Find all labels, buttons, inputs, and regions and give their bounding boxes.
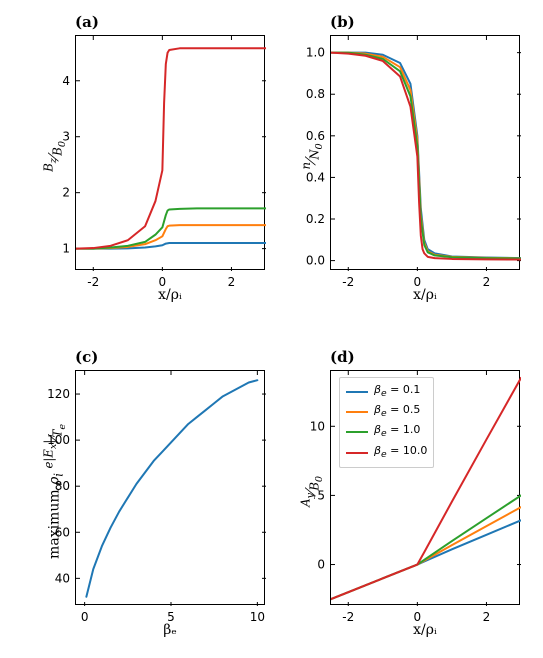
panel-c: (c) 0510406080100120 βₑ maximum ρi e|Ex|… (75, 370, 265, 605)
legend: βe = 0.1βe = 0.5βe = 1.0βe = 10.0 (339, 377, 434, 468)
legend-label: βe = 0.1 (374, 382, 420, 402)
svg-text:0.2: 0.2 (306, 212, 325, 226)
panel-b-plot: -2020.00.20.40.60.81.0 (331, 36, 521, 271)
panel-b-ylabel: n⁄N0 (299, 116, 326, 196)
panel-c-label: (c) (75, 348, 98, 366)
panel-c-xlabel: βₑ (75, 622, 265, 638)
panel-d-xlabel: x/ρᵢ (330, 622, 520, 638)
svg-text:1.0: 1.0 (306, 46, 325, 60)
legend-color-swatch (346, 452, 368, 454)
figure: (a) -2021234 x/ρᵢ Bz⁄B0 (b) -2020.00.20.… (0, 0, 543, 658)
panel-d: (d) -2020510 βe = 0.1βe = 0.5βe = 1.0βe … (330, 370, 520, 605)
svg-text:0.0: 0.0 (306, 254, 325, 268)
svg-text:10: 10 (310, 419, 325, 433)
svg-text:1: 1 (62, 242, 70, 256)
panel-a-xlabel: x/ρᵢ (75, 287, 265, 303)
panel-c-ylabel: maximum ρi e|Ex|⁄Te (42, 391, 69, 591)
panel-b-axes: -2020.00.20.40.60.81.0 (330, 35, 520, 270)
panel-d-axes: -2020510 βe = 0.1βe = 0.5βe = 1.0βe = 10… (330, 370, 520, 605)
panel-a: (a) -2021234 x/ρᵢ Bz⁄B0 (75, 35, 265, 270)
panel-b-label: (b) (330, 13, 355, 31)
panel-a-plot: -2021234 (76, 36, 266, 271)
legend-color-swatch (346, 431, 368, 433)
legend-item: βe = 10.0 (346, 443, 427, 463)
svg-text:0: 0 (317, 558, 325, 572)
panel-a-ylabel: Bz⁄B0 (42, 116, 69, 196)
legend-item: βe = 1.0 (346, 422, 427, 442)
legend-color-swatch (346, 391, 368, 393)
legend-label: βe = 10.0 (374, 443, 427, 463)
svg-text:4: 4 (62, 74, 70, 88)
legend-item: βe = 0.1 (346, 382, 427, 402)
panel-d-ylabel: Ay⁄B0 (299, 451, 326, 531)
panel-b: (b) -2020.00.20.40.60.81.0 x/ρᵢ n⁄N0 (330, 35, 520, 270)
legend-item: βe = 0.5 (346, 402, 427, 422)
panel-c-plot: 0510406080100120 (76, 371, 266, 606)
svg-text:0.8: 0.8 (306, 87, 325, 101)
legend-color-swatch (346, 411, 368, 413)
panel-c-axes: 0510406080100120 (75, 370, 265, 605)
legend-label: βe = 0.5 (374, 402, 420, 422)
panel-b-xlabel: x/ρᵢ (330, 287, 520, 303)
panel-a-axes: -2021234 (75, 35, 265, 270)
panel-a-label: (a) (75, 13, 99, 31)
legend-label: βe = 1.0 (374, 422, 420, 442)
panel-d-label: (d) (330, 348, 355, 366)
